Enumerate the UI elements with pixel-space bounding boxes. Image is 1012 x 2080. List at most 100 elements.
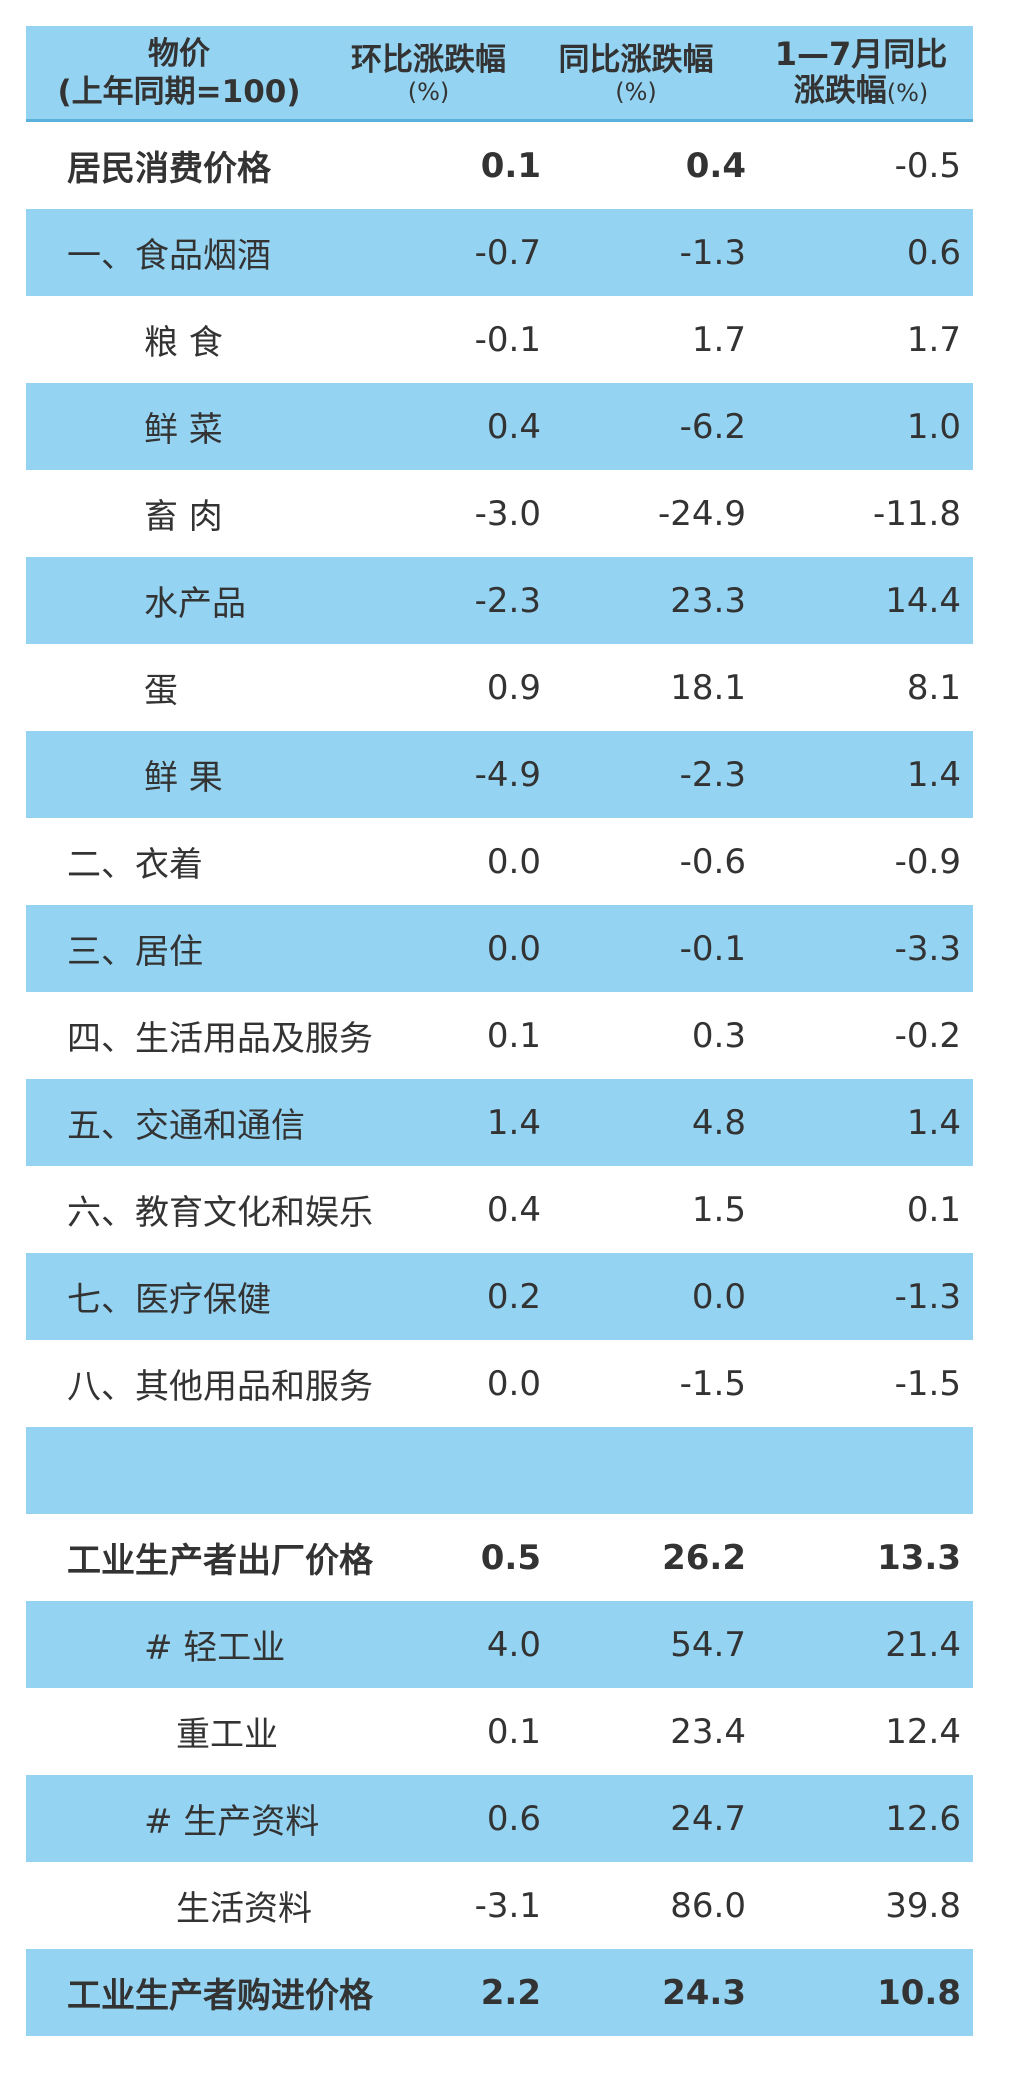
- header-ytd-line2: 涨跌幅(%): [794, 73, 929, 111]
- header-col-mom: 环比涨跌幅 (%): [326, 26, 531, 119]
- table-row: 水产品 -2.3 23.3 14.4: [26, 557, 973, 644]
- row-yoy: 86.0: [670, 1885, 746, 1926]
- row-ytd: 1.7: [906, 319, 961, 360]
- row-label: 畜 肉: [144, 497, 223, 537]
- row-label: 重工业: [176, 1715, 278, 1755]
- row-ytd: 0.6: [906, 232, 961, 273]
- row-yoy: -0.1: [679, 928, 746, 969]
- table-row: 工业生产者出厂价格 0.5 26.2 13.3: [26, 1514, 973, 1601]
- row-yoy: -24.9: [658, 493, 746, 534]
- table-row: 畜 肉 -3.0 -24.9 -11.8: [26, 470, 973, 557]
- row-label: 蛋: [144, 671, 178, 711]
- row-ytd: 0.1: [906, 1189, 961, 1230]
- row-ytd: 13.3: [877, 1537, 961, 1578]
- row-yoy: -2.3: [679, 754, 746, 795]
- table-row: 粮 食 -0.1 1.7 1.7: [26, 296, 973, 383]
- table-header: 物价 (上年同期=100) 环比涨跌幅 (%) 同比涨跌幅 (%) 1—7月同比…: [26, 26, 973, 122]
- row-mom: 2.2: [480, 1972, 541, 2013]
- row-yoy: -0.6: [679, 841, 746, 882]
- row-mom: 0.2: [486, 1276, 541, 1317]
- header-yoy-title: 同比涨跌幅: [558, 41, 714, 78]
- row-ytd: 1.4: [906, 1102, 961, 1143]
- row-label: 四、生活用品及服务: [67, 1019, 373, 1059]
- row-label: 水产品: [144, 584, 246, 624]
- table-row: 工业生产者购进价格 2.2 24.3 10.8: [26, 1949, 973, 2036]
- header-col-ytd: 1—7月同比 涨跌幅(%): [746, 26, 976, 119]
- row-mom: 0.6: [486, 1798, 541, 1839]
- table-row-spacer: [26, 1427, 973, 1514]
- row-yoy: -6.2: [679, 406, 746, 447]
- row-ytd: -0.5: [894, 145, 961, 186]
- row-ytd: 10.8: [877, 1972, 961, 2013]
- row-label: # 轻工业: [144, 1628, 286, 1668]
- row-mom: 1.4: [486, 1102, 541, 1143]
- table-row: 鲜 菜 0.4 -6.2 1.0: [26, 383, 973, 470]
- row-mom: -2.3: [474, 580, 541, 621]
- row-mom: 0.4: [486, 1189, 541, 1230]
- row-mom: -0.7: [474, 232, 541, 273]
- row-label: 生活资料: [176, 1889, 312, 1929]
- price-table: 物价 (上年同期=100) 环比涨跌幅 (%) 同比涨跌幅 (%) 1—7月同比…: [26, 26, 973, 2036]
- row-label: 一、食品烟酒: [67, 236, 271, 276]
- row-mom: 0.0: [486, 928, 541, 969]
- table-row: 二、衣着 0.0 -0.6 -0.9: [26, 818, 973, 905]
- row-label: 七、医疗保健: [67, 1280, 271, 1320]
- row-label: 粮 食: [144, 323, 223, 363]
- row-yoy: -1.5: [679, 1363, 746, 1404]
- row-yoy: 0.3: [691, 1015, 746, 1056]
- row-ytd: -11.8: [873, 493, 961, 534]
- row-mom: 0.5: [480, 1537, 541, 1578]
- row-yoy: 0.0: [691, 1276, 746, 1317]
- row-mom: -3.1: [474, 1885, 541, 1926]
- row-yoy: 24.3: [662, 1972, 746, 2013]
- row-mom: 0.9: [486, 667, 541, 708]
- row-label: 居民消费价格: [67, 149, 271, 189]
- table-row: 三、居住 0.0 -0.1 -3.3: [26, 905, 973, 992]
- row-label: 工业生产者购进价格: [67, 1976, 373, 2016]
- row-ytd: -1.5: [894, 1363, 961, 1404]
- row-yoy: 54.7: [670, 1624, 746, 1665]
- row-yoy: 1.7: [691, 319, 746, 360]
- row-yoy: 4.8: [691, 1102, 746, 1143]
- table-row: 居民消费价格 0.1 0.4 -0.5: [26, 122, 973, 209]
- row-ytd: [746, 1427, 961, 1514]
- header-col-item: 物价 (上年同期=100): [26, 26, 332, 119]
- table-row: 蛋 0.9 18.1 8.1: [26, 644, 973, 731]
- row-mom: 4.0: [486, 1624, 541, 1665]
- row-mom: 0.0: [486, 841, 541, 882]
- row-ytd: -1.3: [894, 1276, 961, 1317]
- table-row: 重工业 0.1 23.4 12.4: [26, 1688, 973, 1775]
- row-mom: [326, 1427, 541, 1514]
- row-ytd: 14.4: [885, 580, 961, 621]
- table-row: 生活资料 -3.1 86.0 39.8: [26, 1862, 973, 1949]
- row-mom: -4.9: [474, 754, 541, 795]
- table-row: 五、交通和通信 1.4 4.8 1.4: [26, 1079, 973, 1166]
- table-row: # 轻工业 4.0 54.7 21.4: [26, 1601, 973, 1688]
- row-yoy: -1.3: [679, 232, 746, 273]
- row-ytd: 8.1: [906, 667, 961, 708]
- row-label: 八、其他用品和服务: [67, 1367, 373, 1407]
- row-mom: 0.1: [486, 1015, 541, 1056]
- row-yoy: 26.2: [662, 1537, 746, 1578]
- table-row: 七、医疗保健 0.2 0.0 -1.3: [26, 1253, 973, 1340]
- header-ytd-unit: (%): [886, 78, 929, 107]
- row-ytd: 1.4: [906, 754, 961, 795]
- row-label: 三、居住: [67, 932, 203, 972]
- table-row: # 生产资料 0.6 24.7 12.6: [26, 1775, 973, 1862]
- table-row: 八、其他用品和服务 0.0 -1.5 -1.5: [26, 1340, 973, 1427]
- row-mom: 0.4: [486, 406, 541, 447]
- row-mom: 0.0: [486, 1363, 541, 1404]
- row-mom: -0.1: [474, 319, 541, 360]
- row-ytd: 12.4: [885, 1711, 961, 1752]
- header-ytd-title: 1—7月同比: [774, 34, 948, 73]
- header-col-yoy: 同比涨跌幅 (%): [531, 26, 741, 119]
- row-mom: 0.1: [486, 1711, 541, 1752]
- table-row: 六、教育文化和娱乐 0.4 1.5 0.1: [26, 1166, 973, 1253]
- row-label: 二、衣着: [67, 845, 203, 885]
- row-ytd: 39.8: [885, 1885, 961, 1926]
- header-item-title: 物价: [148, 35, 210, 72]
- row-ytd: -3.3: [894, 928, 961, 969]
- row-label: 鲜 果: [144, 758, 223, 798]
- header-mom-unit: (%): [407, 77, 450, 106]
